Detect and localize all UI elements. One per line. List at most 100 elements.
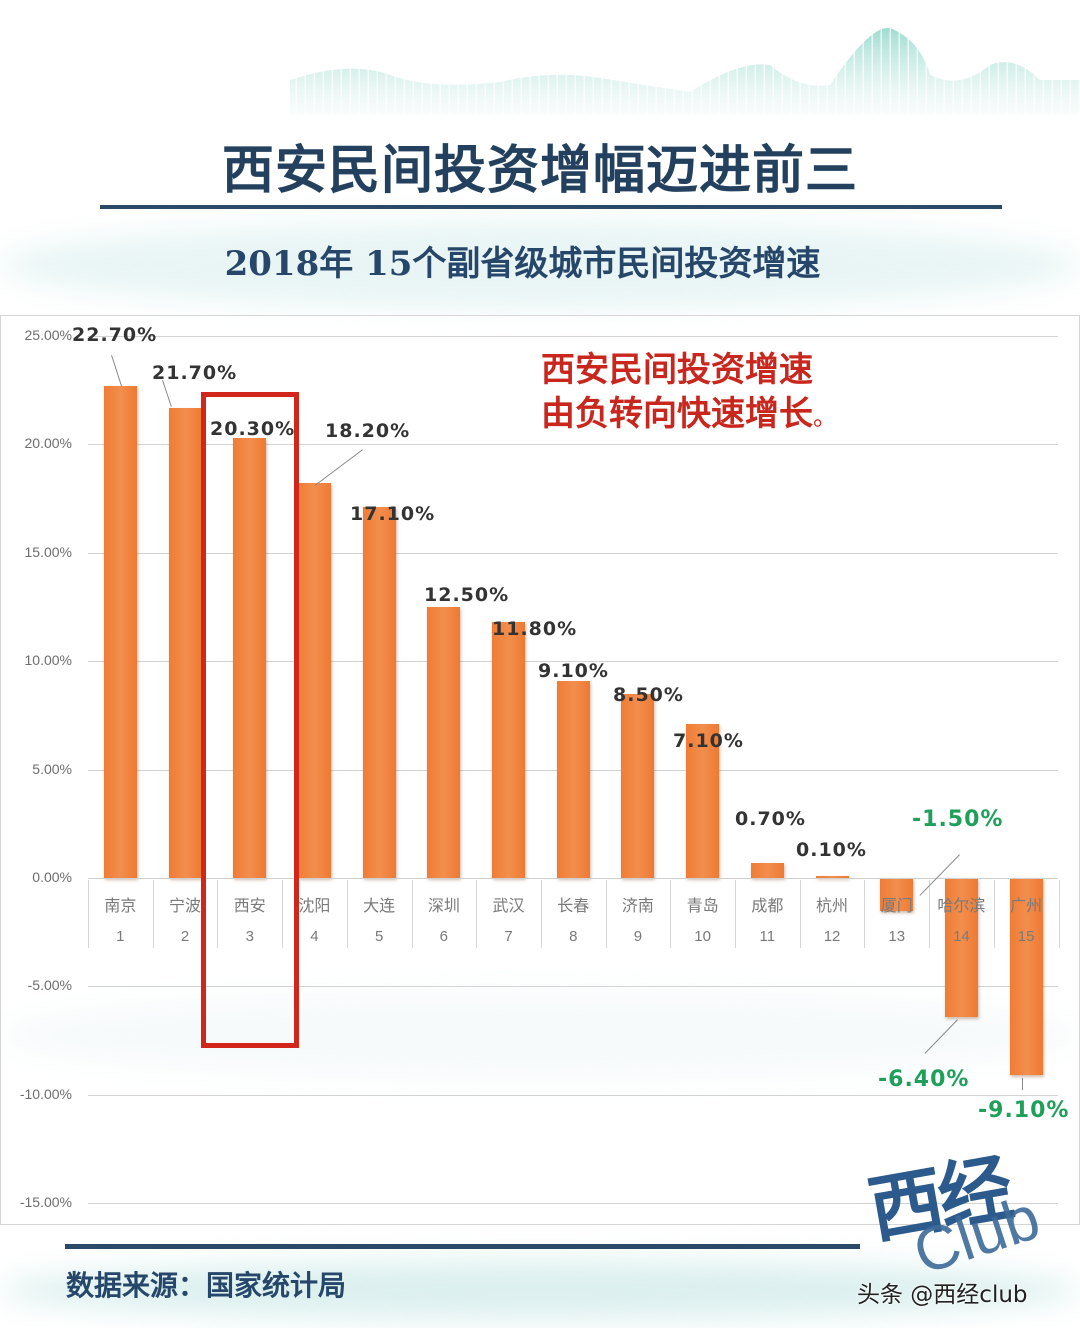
- value-label: 18.20%: [325, 420, 411, 442]
- xian-highlight-box: [201, 392, 299, 1048]
- value-label: -6.40%: [878, 1067, 970, 1092]
- bar-宁波[interactable]: [168, 407, 202, 878]
- category-label: 成都: [751, 896, 784, 915]
- category-rank: 14: [953, 928, 970, 945]
- category-divider: [670, 880, 672, 948]
- watermark: 头条 @西经club: [857, 1282, 1028, 1308]
- category-divider: [88, 880, 89, 948]
- y-axis-tick: 25.00%: [24, 327, 72, 343]
- category-divider: [605, 880, 607, 948]
- category-divider: [993, 880, 995, 948]
- bar-沈阳[interactable]: [297, 483, 331, 878]
- data-source: 数据来源：国家统计局: [66, 1269, 347, 1302]
- category-rank: 15: [1017, 928, 1035, 945]
- y-axis-tick: 0.00%: [32, 869, 72, 885]
- zero-line: [88, 878, 1058, 879]
- category-rank: 12: [823, 928, 841, 945]
- category-label: 哈尔滨: [937, 896, 986, 915]
- mist-decoration: [0, 1260, 1080, 1320]
- bar-西安[interactable]: [233, 437, 267, 878]
- y-axis-tick: -15.00%: [19, 1194, 72, 1211]
- bar-青岛[interactable]: [686, 724, 720, 878]
- page-title: 西安民间投资增幅迈进前三: [221, 140, 858, 201]
- category-rank: 10: [694, 928, 711, 945]
- mist-decoration: [0, 220, 1080, 310]
- category-label: 长春: [557, 896, 590, 915]
- category-divider: [1058, 880, 1060, 948]
- value-label: 8.50%: [613, 684, 684, 706]
- category-label: 宁波: [169, 896, 202, 915]
- category-rank: 4: [310, 928, 319, 945]
- category-label: 杭州: [816, 896, 849, 915]
- callout-annotation: 西安民间投资增速 由负转向快速增长。: [541, 348, 837, 439]
- y-axis-tick: 20.00%: [24, 435, 72, 452]
- category-divider: [540, 880, 542, 948]
- gridline: [88, 661, 1058, 663]
- bar-广州[interactable]: [1009, 878, 1043, 1076]
- category-divider: [735, 880, 736, 948]
- category-rank: 1: [116, 928, 125, 945]
- category-rank: 9: [633, 928, 643, 945]
- y-axis-tick: -5.00%: [27, 977, 72, 994]
- gridline: [88, 336, 1058, 337]
- value-label: 0.10%: [796, 839, 867, 861]
- callout-line-1: 西安民间投资增速: [541, 350, 813, 390]
- bar-成都[interactable]: [750, 862, 784, 878]
- bar-长春[interactable]: [556, 680, 590, 878]
- category-rank: 5: [374, 928, 384, 945]
- y-axis-tick: 10.00%: [24, 652, 72, 669]
- y-axis-tick: 15.00%: [24, 543, 72, 560]
- value-label: 0.70%: [735, 808, 806, 830]
- gridline: [88, 552, 1058, 554]
- category-rank: 3: [245, 928, 254, 945]
- category-rank: 11: [759, 928, 776, 945]
- value-label: -9.10%: [978, 1098, 1070, 1123]
- category-label: 济南: [621, 896, 654, 915]
- category-label: 广州: [1010, 896, 1043, 915]
- y-axis-tick: 5.00%: [32, 760, 72, 777]
- value-label: -1.50%: [912, 807, 1004, 832]
- value-label: 21.70%: [152, 362, 238, 384]
- category-label: 沈阳: [298, 896, 331, 915]
- value-label: 17.10%: [350, 503, 436, 525]
- category-divider: [282, 880, 284, 948]
- gridline: [88, 1094, 1058, 1096]
- category-rank: 8: [569, 928, 578, 945]
- category-label: 武汉: [492, 896, 525, 915]
- y-axis-tick: -10.00%: [19, 1085, 72, 1102]
- bar-厦门[interactable]: [880, 878, 914, 911]
- value-label: 12.50%: [424, 584, 510, 606]
- category-rank: 2: [180, 928, 190, 945]
- category-label: 西安: [233, 896, 266, 915]
- bar-武汉[interactable]: [492, 622, 526, 878]
- value-label: 22.70%: [72, 324, 158, 346]
- chart-subtitle: 2018年 15个副省级城市民间投资增速: [224, 244, 821, 284]
- mountain-decoration: [290, 27, 1080, 115]
- bar-南京[interactable]: [103, 385, 137, 878]
- value-label: 11.80%: [492, 618, 578, 640]
- bar-哈尔滨[interactable]: [944, 878, 978, 1017]
- category-label: 南京: [104, 896, 137, 915]
- bar-济南[interactable]: [621, 693, 655, 878]
- category-divider: [864, 880, 866, 948]
- leader-line: [1022, 1078, 1023, 1090]
- category-label: 厦门: [880, 896, 913, 915]
- category-divider: [799, 880, 801, 948]
- gridline: [88, 1203, 1058, 1205]
- category-divider: [152, 880, 154, 948]
- footer-divider: [65, 1244, 860, 1249]
- value-label: 9.10%: [538, 660, 609, 682]
- category-rank: 7: [504, 928, 513, 945]
- gridline: [88, 444, 1058, 446]
- bar-杭州[interactable]: [815, 875, 849, 878]
- category-divider: [411, 880, 413, 948]
- title-divider: [100, 205, 1002, 209]
- category-divider: [929, 880, 931, 948]
- bar-深圳[interactable]: [427, 607, 461, 878]
- category-divider: [476, 880, 478, 948]
- category-divider: [346, 880, 348, 948]
- category-divider: [217, 880, 219, 948]
- bar-大连[interactable]: [362, 507, 396, 878]
- value-label: 7.10%: [673, 730, 744, 752]
- category-rank: 6: [439, 928, 449, 945]
